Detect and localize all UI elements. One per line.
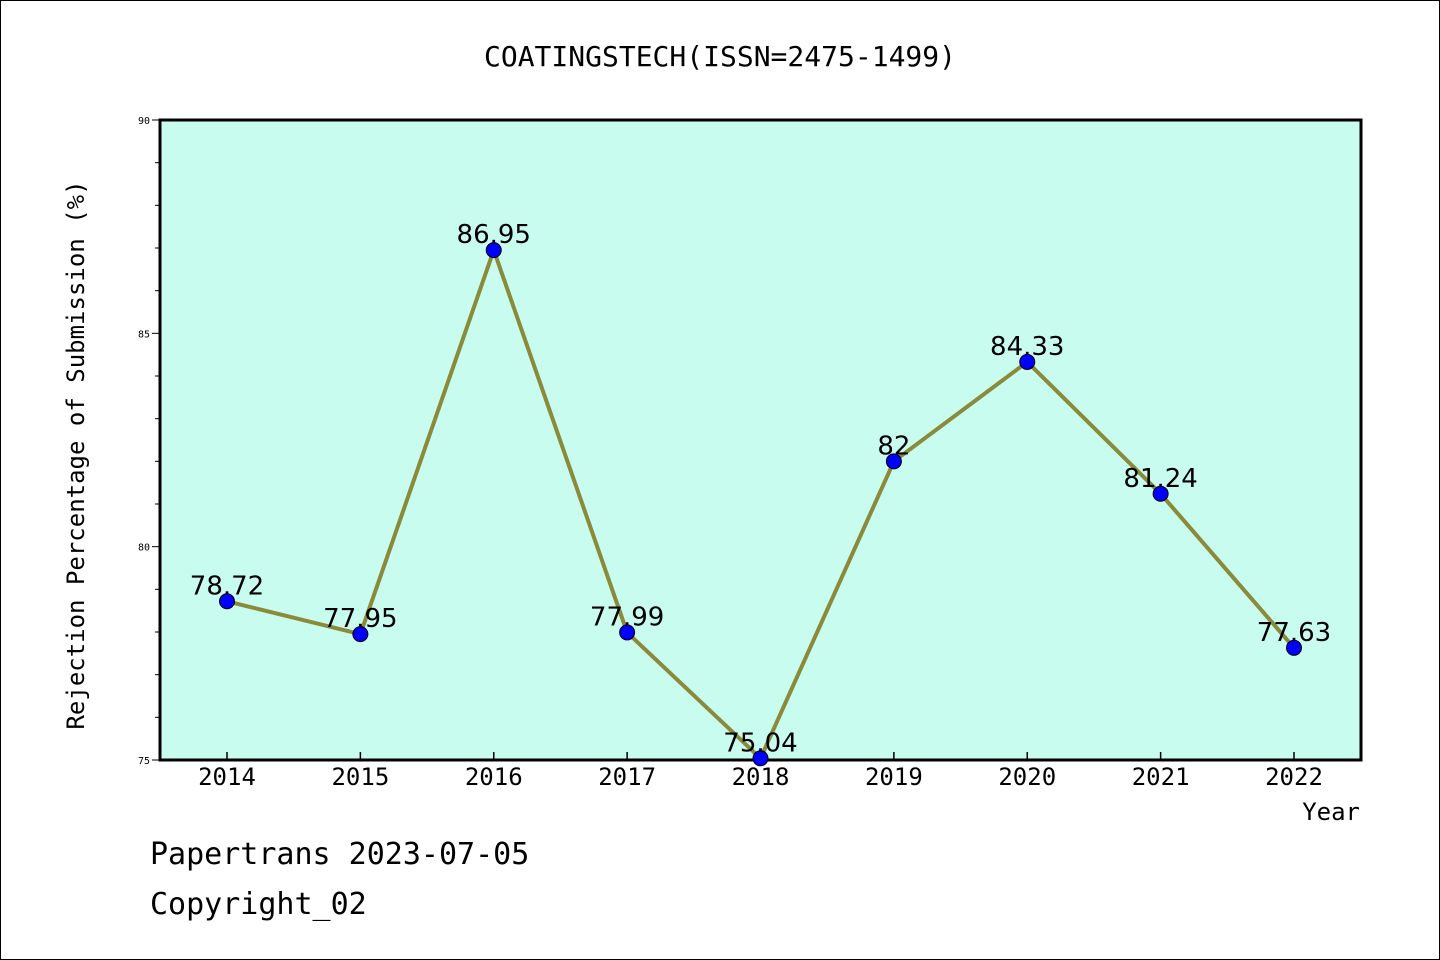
data-label: 78.72 [190,571,264,601]
x-axis-ticks: 2014 2015 2016 2017 2018 2019 2020 2021 2022 [198,752,1323,791]
x-tick-label: 2022 [1265,763,1323,791]
data-label: 75.04 [723,728,797,758]
data-label: 81.24 [1123,464,1197,494]
data-point [1286,639,1302,656]
data-point [352,626,369,643]
data-label: 77.95 [323,604,397,634]
data-label: 86.95 [457,220,531,250]
x-tick-label: 2018 [732,763,790,791]
data-point [752,750,769,767]
x-axis-label: Year [1302,798,1360,826]
x-tick-label: 2021 [1132,763,1190,791]
data-point [619,624,636,641]
footer-copyright: Copyright_02 [150,887,367,922]
plot-area [158,118,1363,762]
data-label: 77.63 [1257,618,1331,648]
data-point [485,242,502,259]
x-tick-label: 2019 [865,763,923,791]
data-label: 82 [877,431,910,461]
data-point [1019,353,1036,370]
x-tick-label: 2020 [998,763,1056,791]
data-point [219,593,235,610]
x-tick-label: 2017 [598,763,656,791]
footer-source: Papertrans 2023-07-05 [150,837,529,872]
x-tick-label: 2015 [331,763,389,791]
data-marker-group [219,242,1302,767]
data-point [885,453,902,470]
chart-title: COATINGSTECH(ISSN=2475-1499) [484,40,956,73]
y-tick-label: 80 [138,543,150,554]
data-point [1152,485,1169,502]
y-axis-ticks: 75 80 85 90 [138,116,160,767]
x-tick-label: 2014 [198,763,256,791]
data-label: 77.99 [590,602,664,632]
y-tick-label: 90 [138,116,150,127]
y-axis-label: Rejection Percentage of Submission (%) [62,180,90,729]
data-label: 84.33 [990,332,1064,362]
data-label-group: 78.72 77.95 86.95 77.99 75.04 82 84.33 81.24 77.… [190,220,1331,758]
x-tick-label: 2016 [465,763,523,791]
y-tick-label: 85 [138,329,150,340]
y-tick-label: 75 [138,756,150,767]
